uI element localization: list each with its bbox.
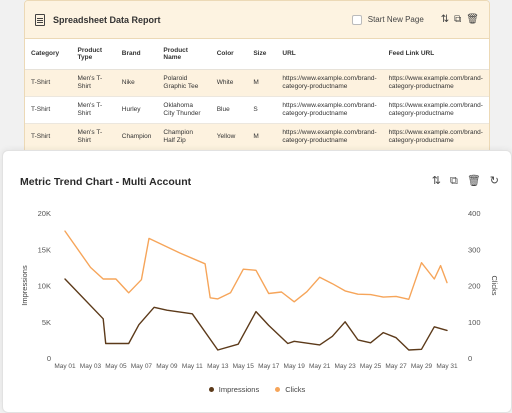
column-header: Feed Link URL <box>382 39 489 70</box>
legend-marker <box>208 387 214 392</box>
x-tick-label: May 31 <box>436 363 458 370</box>
table-cell: Hurley <box>115 96 158 124</box>
sort-icon[interactable]: ⇅ <box>431 175 441 187</box>
refresh-icon[interactable]: ↻ <box>489 175 499 187</box>
table-cell: https://www.example.com/brand-category-p… <box>382 69 489 97</box>
start-new-page-checkbox[interactable] <box>351 14 362 25</box>
legend-item[interactable]: Clicks <box>275 385 305 394</box>
x-tick-label: May 01 <box>54 363 76 370</box>
table-cell: Yellow <box>210 123 248 151</box>
y-right-tick-label: 100 <box>468 318 481 327</box>
table-cell: Men's T-Shirt <box>71 123 116 151</box>
column-header: Color <box>210 39 248 70</box>
x-tick-label: May 17 <box>258 363 280 370</box>
copy-icon[interactable]: ⧉ <box>454 13 462 25</box>
x-tick-label: May 29 <box>411 363 433 370</box>
table-row[interactable]: T-Shirt Men's T-Shirt Champion Champion Hal… <box>25 123 489 151</box>
y-right-axis-title: Clicks <box>490 276 499 296</box>
table-cell: S <box>247 96 277 124</box>
table-cell: Champion <box>115 123 158 151</box>
report-title: Spreadsheet Data Report <box>53 14 161 25</box>
y-right-tick-label: 200 <box>468 282 481 291</box>
series-line-clicks <box>64 230 448 303</box>
table-cell: Polaroid Graphic Tee <box>157 69 211 97</box>
y-left-tick-label: 15K <box>38 245 51 254</box>
x-tick-label: May 21 <box>309 363 331 370</box>
table-cell: T-Shirt <box>25 96 72 124</box>
spreadsheet-report-card: Spreadsheet Data Report Start New Page ⇅… <box>24 0 490 170</box>
table-cell: https://www.example.com/brand-category-p… <box>382 96 489 124</box>
table-row[interactable]: T-Shirt Men's T-Shirt Hurley Oklahoma City … <box>25 96 489 124</box>
column-header: Size <box>247 39 277 70</box>
x-tick-label: May 15 <box>233 363 255 370</box>
x-tick-label: May 07 <box>131 363 153 370</box>
table-cell: https://www.example.com/brand-category-p… <box>276 69 383 97</box>
trash-icon[interactable]: 🗑 <box>466 175 481 187</box>
legend-label: Impressions <box>218 385 260 394</box>
y-left-tick-label: 10K <box>38 282 51 291</box>
x-tick-label: May 09 <box>156 363 178 370</box>
table-cell: M <box>247 69 277 97</box>
table-cell: Champion Half Zip <box>157 123 211 151</box>
y-left-tick-label: 0 <box>47 354 51 363</box>
table-cell: https://www.example.com/brand-category-p… <box>276 96 383 124</box>
y-right-tick-label: 300 <box>468 245 481 254</box>
column-header: Product Type <box>71 39 116 70</box>
y-right-tick-label: 0 <box>468 354 472 363</box>
metric-trend-chart-card: Metric Trend Chart - Multi Account ⇅ ⧉ 🗑… <box>2 150 512 413</box>
chart-legend: Impressions Clicks <box>3 385 511 394</box>
y-right-tick-label: 400 <box>468 209 481 218</box>
x-tick-label: May 19 <box>284 363 306 370</box>
x-tick-label: May 11 <box>182 363 203 370</box>
table-row[interactable]: T-Shirt Men's T-Shirt Nike Polaroid Graphic… <box>25 69 489 97</box>
table-cell: Nike <box>115 69 158 97</box>
x-tick-label: May 05 <box>105 363 127 370</box>
legend-item[interactable]: Impressions <box>208 385 260 394</box>
table-cell: T-Shirt <box>25 69 72 97</box>
column-header: Category <box>25 39 72 70</box>
chart-title: Metric Trend Chart - Multi Account <box>20 176 192 188</box>
x-tick-label: May 13 <box>207 363 229 370</box>
table-cell: Blue <box>210 96 248 124</box>
x-tick-label: May 23 <box>334 363 356 370</box>
legend-label: Clicks <box>285 385 306 394</box>
table-cell: M <box>247 123 277 151</box>
line-chart: 0 5K 10K 15K 20K 0 100 200 300 400 Impressions Clic… <box>20 209 499 370</box>
table-cell: https://www.example.com/brand-category-p… <box>382 123 489 151</box>
table-cell: T-Shirt <box>25 123 72 151</box>
y-left-tick-label: 5K <box>42 318 51 327</box>
chart-toolbar: ⇅ ⧉ 🗑 ↻ <box>432 175 499 187</box>
y-left-axis-title: Impressions <box>20 265 29 306</box>
table-body: T-Shirt Men's T-Shirt Nike Polaroid Graphic… <box>25 69 489 151</box>
report-table: Category Product Type Brand Product Name Col… <box>25 39 489 151</box>
sort-icon[interactable]: ⇅ <box>440 13 450 25</box>
table-header-row: Category Product Type Brand Product Name Col… <box>25 39 489 70</box>
x-tick-label: May 03 <box>80 363 102 370</box>
x-tick-label: May 25 <box>360 363 382 370</box>
series-line-impressions <box>64 278 448 351</box>
table-cell: https://www.example.com/brand-category-p… <box>276 123 383 151</box>
trash-icon[interactable]: 🗑 <box>466 13 479 25</box>
document-icon <box>35 13 45 26</box>
start-new-page-label: Start New Page <box>367 15 424 24</box>
table-cell: White <box>210 69 248 97</box>
report-header: Spreadsheet Data Report Start New Page ⇅… <box>25 1 489 39</box>
copy-icon[interactable]: ⧉ <box>449 175 458 187</box>
table-cell: Oklahoma City Thunder <box>157 96 211 124</box>
legend-marker <box>275 387 281 392</box>
column-header: Brand <box>115 39 158 70</box>
column-header: URL <box>276 39 383 70</box>
table-cell: Men's T-Shirt <box>71 96 116 124</box>
y-left-tick-label: 20K <box>38 209 51 218</box>
column-header: Product Name <box>157 39 211 70</box>
table-cell: Men's T-Shirt <box>71 69 116 97</box>
x-tick-label: May 27 <box>385 363 407 370</box>
